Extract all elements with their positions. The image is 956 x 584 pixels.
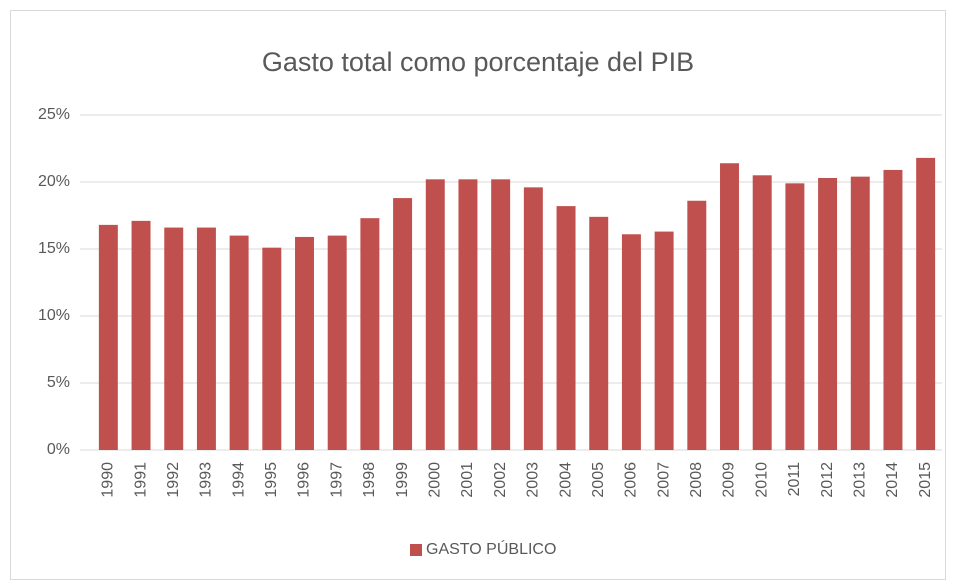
x-tick-label: 2010 [753, 462, 770, 498]
bar [621, 234, 641, 450]
x-tick-label: 2015 [917, 462, 934, 498]
bar [98, 224, 118, 450]
x-tick-label: 1990 [100, 462, 117, 498]
bar [883, 169, 903, 450]
bar [131, 220, 151, 450]
x-tick-label: 1998 [361, 462, 378, 498]
y-tick-label: 10% [38, 307, 70, 324]
bar [818, 177, 838, 451]
x-tick-label: 2013 [851, 462, 868, 498]
bar [360, 218, 380, 450]
bar [850, 176, 870, 450]
bar [393, 198, 413, 450]
x-tick-label: 2001 [459, 462, 476, 498]
legend-label: GASTO PÚBLICO [426, 539, 556, 558]
x-tick-label: 1991 [132, 462, 149, 498]
x-tick-label: 2008 [688, 462, 705, 498]
bar [196, 227, 216, 450]
bar [164, 227, 184, 450]
bar [295, 236, 314, 450]
x-tick-label: 1992 [165, 462, 182, 498]
x-tick-label: 1996 [296, 462, 313, 498]
bar [687, 200, 707, 450]
bar [556, 206, 576, 450]
bar [654, 231, 674, 450]
bar [589, 216, 609, 450]
x-tick-label: 2012 [819, 462, 836, 498]
y-tick-label: 5% [47, 374, 70, 391]
bar [491, 179, 511, 450]
chart-border [10, 10, 946, 580]
x-tick-label: 1999 [394, 462, 411, 498]
x-tick-label: 1994 [230, 462, 247, 498]
x-tick-label: 2014 [884, 462, 901, 498]
x-tick-label: 2000 [426, 462, 443, 498]
x-tick-label: 2007 [655, 462, 672, 498]
y-tick-label: 25% [38, 106, 70, 123]
bar [327, 235, 347, 450]
x-tick-label: 1997 [328, 462, 345, 498]
bar [523, 187, 543, 451]
bar [229, 235, 249, 450]
bar [262, 247, 282, 450]
x-tick-label: 1993 [198, 462, 215, 498]
x-tick-label: 2003 [525, 462, 542, 498]
chart-title: Gasto total como porcentaje del PIB [262, 47, 694, 77]
bar [916, 157, 936, 450]
bar [752, 175, 772, 451]
x-tick-label: 2002 [492, 462, 509, 498]
bar [425, 179, 445, 450]
x-tick-label: 2005 [590, 462, 607, 498]
x-tick-label: 2011 [786, 462, 803, 497]
x-tick-label: 2004 [557, 462, 574, 498]
y-tick-label: 15% [38, 240, 70, 257]
x-tick-label: 2009 [721, 462, 738, 498]
y-tick-label: 20% [38, 173, 70, 190]
bar [720, 163, 739, 451]
bar [785, 183, 805, 450]
x-tick-label: 1995 [263, 462, 280, 498]
y-tick-label: 0% [47, 441, 70, 458]
legend-swatch [410, 544, 422, 556]
bar [458, 179, 478, 450]
x-tick-label: 2006 [623, 462, 640, 498]
